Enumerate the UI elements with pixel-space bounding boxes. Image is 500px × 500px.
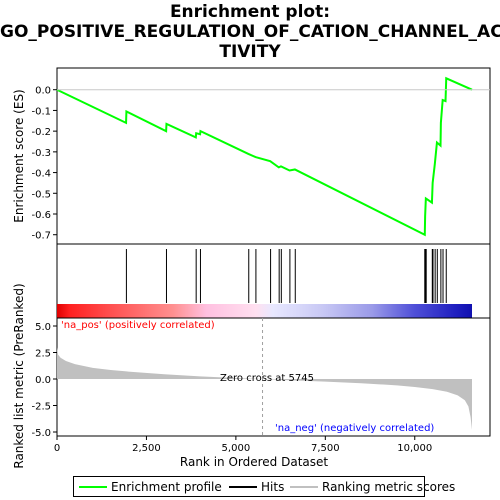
zero-cross-label: Zero cross at 5745 [220, 373, 314, 384]
es-y-tick-label: -0.3 [31, 148, 51, 159]
es-y-tick-label: -0.6 [31, 210, 51, 221]
es-y-tick-label: -0.7 [31, 231, 51, 242]
es-y-tick-label: -0.5 [31, 189, 51, 200]
plot-title: Enrichment plot: GO_POSITIVE_REGULATION_… [0, 2, 500, 62]
enrichment-profile-line [56, 76, 473, 237]
enrichment-profile-swatch [79, 486, 107, 488]
title-line-2: GO_POSITIVE_REGULATION_OF_CATION_CHANNEL… [0, 22, 500, 42]
es-y-tick-label: 0.0 [35, 86, 51, 97]
title-line-1: Enrichment plot: [169, 2, 331, 22]
x-tick-label: 7,500 [311, 443, 340, 454]
ranking-metric-swatch [290, 486, 318, 488]
es-y-tick-label: -0.4 [31, 169, 51, 180]
x-tick-label: 10,000 [397, 443, 432, 454]
rank-y-tick-label: 5.0 [35, 322, 51, 333]
rank-y-tick-label: 0.0 [35, 375, 51, 386]
es-panel-frame [56, 67, 491, 245]
rank-y-tick-label: 2.5 [35, 349, 51, 360]
rank-colorbar [57, 304, 472, 318]
rank-y-tick-label: -2.5 [31, 402, 51, 413]
es-y-axis-label: Enrichment score (ES) [12, 89, 26, 222]
hits-swatch [229, 486, 257, 488]
x-tick-label: 5,000 [222, 443, 251, 454]
x-tick-label: 2,500 [132, 443, 161, 454]
neg-correlated-label: 'na_neg' (negatively correlated) [275, 423, 434, 434]
es-y-tick-label: -0.2 [31, 127, 51, 138]
x-axis-label: Rank in Ordered Dataset [180, 455, 328, 469]
legend-enrichment-profile: Enrichment profile [111, 480, 222, 494]
pos-correlated-label: 'na_pos' (positively correlated) [61, 320, 215, 331]
legend: Enrichment profile Hits Ranking metric s… [73, 476, 455, 497]
x-tick-label: 0 [54, 443, 60, 454]
es-y-tick-label: -0.1 [31, 106, 51, 117]
legend-ranking-metric: Ranking metric scores [322, 480, 456, 494]
enrichment-plot: 0.0 -0.1 -0.2 -0.3 -0.4 -0.5 -0.6 -0.7 5.0 2.5 0.… [12, 67, 491, 469]
rank-y-tick-label: -5.0 [31, 428, 51, 439]
legend-hits: Hits [261, 480, 285, 494]
title-line-3: TIVITY [219, 42, 281, 62]
rank-y-axis-label: Ranked list metric (PreRanked) [12, 283, 26, 468]
